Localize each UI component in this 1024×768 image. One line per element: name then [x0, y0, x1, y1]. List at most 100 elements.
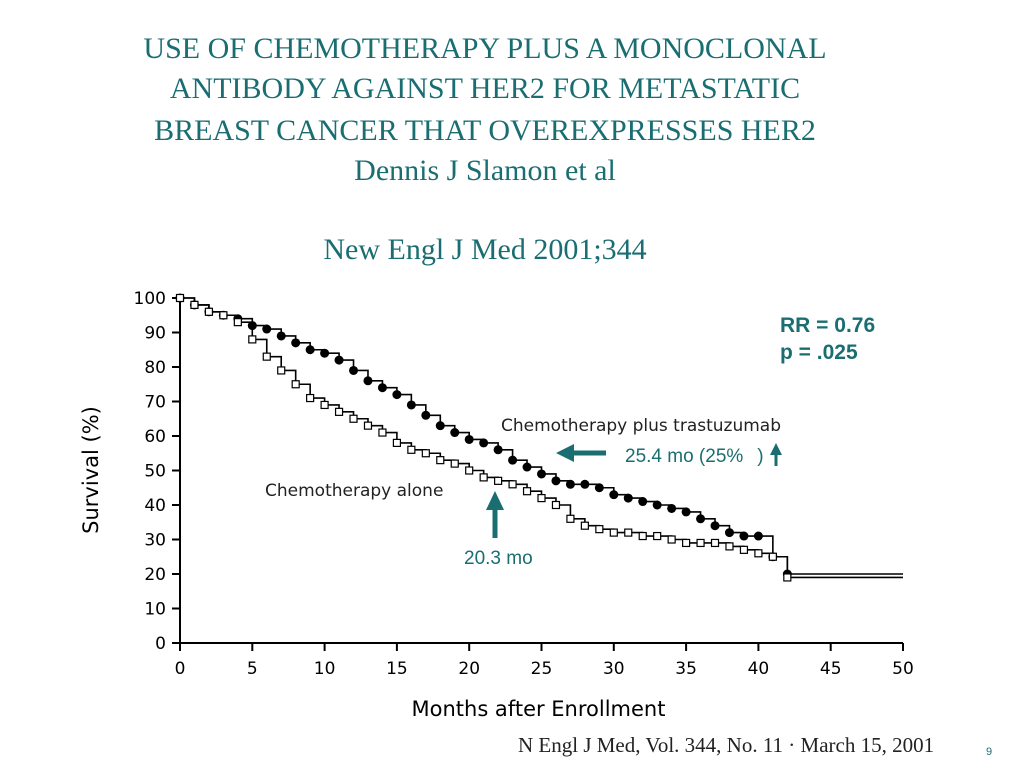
data-point [465, 466, 474, 475]
data-point [580, 479, 590, 489]
data-point [609, 528, 618, 537]
data-point [377, 383, 387, 393]
y-tick-label: 40 [144, 496, 166, 516]
data-point [667, 535, 676, 544]
y-tick-label: 70 [144, 393, 166, 413]
data-point [421, 410, 431, 420]
series-label-combo: Chemotherapy plus trastuzumab [501, 416, 782, 436]
data-point [768, 552, 777, 561]
journal-line: New Engl J Med 2001;344 [323, 233, 647, 266]
x-tick-label: 50 [892, 659, 914, 679]
data-point [262, 324, 272, 334]
x-tick-label: 40 [748, 659, 770, 679]
y-tick-label: 80 [144, 358, 166, 378]
x-tick-label: 10 [314, 659, 336, 679]
annotation-arrows [486, 443, 782, 538]
data-point [233, 318, 242, 327]
data-point [724, 528, 734, 538]
data-point [204, 307, 214, 316]
data-point [306, 393, 315, 403]
data-point [479, 438, 489, 448]
data-point [291, 380, 300, 389]
data-point [696, 514, 706, 524]
data-point [320, 400, 329, 410]
relative-risk-label: RR = 0.76 [780, 314, 876, 337]
data-point [624, 528, 633, 537]
data-point [493, 445, 503, 455]
data-point [638, 531, 647, 541]
data-point [190, 300, 199, 309]
increase-arrow-head [770, 443, 782, 455]
data-point [464, 434, 474, 444]
data-point [262, 352, 271, 361]
data-point [754, 549, 763, 558]
data-point [436, 456, 445, 465]
data-point [696, 538, 705, 548]
data-point [175, 293, 185, 303]
author-line: Dennis J Slamon et al [354, 154, 616, 187]
data-point [407, 445, 416, 454]
data-point [725, 542, 734, 551]
data-point [594, 483, 604, 493]
data-point [565, 479, 575, 489]
y-tick-label: 60 [144, 427, 166, 447]
slide-title-line-3: BREAST CANCER THAT OVEREXPRESSES HER2 [154, 114, 816, 147]
data-point [320, 348, 330, 358]
data-point [681, 507, 691, 517]
data-point [363, 421, 373, 430]
y-tick-label: 20 [144, 565, 166, 585]
data-point [219, 311, 228, 320]
median-combo-text: 25.4 mo (25% [625, 446, 744, 467]
series-label-alone: Chemotherapy alone [265, 481, 444, 501]
data-point [551, 476, 561, 486]
data-point [291, 338, 301, 348]
data-point [508, 455, 518, 465]
data-point [494, 476, 503, 485]
series-chemotherapy-alone [175, 293, 903, 582]
median-annotation-combo: 25.4 mo (25%) [625, 446, 764, 468]
data-point [435, 421, 445, 431]
data-point [623, 493, 633, 503]
data-point [739, 531, 749, 541]
data-point [334, 355, 344, 365]
data-point [363, 376, 373, 386]
data-point [421, 449, 430, 458]
data-point [349, 414, 358, 423]
alone-arrow-head [486, 491, 504, 510]
data-point [248, 335, 257, 344]
p-value-label: p = .025 [780, 341, 858, 364]
data-point [653, 531, 662, 541]
page-number: 9 [986, 746, 993, 758]
x-axis-title: Months after Enrollment [412, 697, 666, 721]
slide-title-line-2: ANTIBODY AGAINST HER2 FOR METASTATIC [169, 72, 801, 105]
citation: N Engl J Med, Vol. 344, No. 11 · March 1… [518, 733, 935, 757]
x-tick-label: 35 [675, 659, 697, 679]
data-point [667, 503, 677, 513]
data-point [392, 438, 401, 447]
x-tick-label: 45 [820, 659, 842, 679]
data-point [783, 573, 792, 582]
data-point [681, 538, 691, 548]
data-point [537, 494, 546, 503]
x-tick-label: 20 [458, 659, 480, 679]
data-point [537, 469, 546, 479]
data-point [652, 500, 662, 510]
data-point [276, 331, 286, 341]
data-point [450, 428, 460, 438]
x-tick-label: 0 [175, 659, 186, 679]
y-tick-label: 50 [144, 462, 166, 482]
data-point [522, 462, 532, 472]
data-point [450, 459, 459, 468]
data-point [522, 487, 532, 496]
combo-arrow-head [556, 444, 574, 462]
data-point [638, 497, 648, 507]
data-point [710, 538, 720, 548]
data-point [609, 490, 619, 500]
x-tick-label: 25 [531, 659, 553, 679]
x-tick-label: 30 [603, 659, 625, 679]
data-point [392, 390, 402, 400]
chart-axes: 0 10 20 30 40 50 60 70 80 90 100 0 5 10 15 20 25 30 35 40 45… [79, 289, 914, 721]
y-axis-title: Survival (%) [79, 406, 103, 534]
data-point [334, 407, 344, 416]
